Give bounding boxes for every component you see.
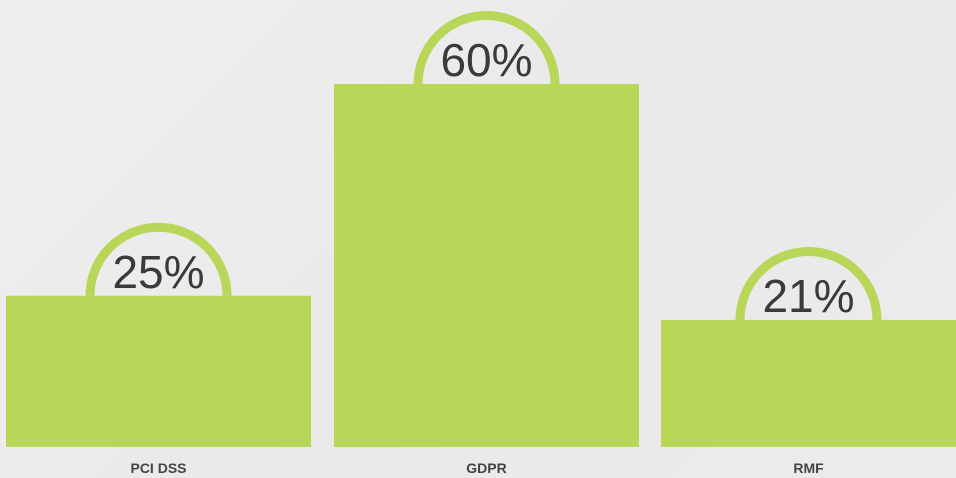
- bar-arc-rmf: [735, 246, 882, 320]
- bar-arc-gdpr: [413, 11, 560, 85]
- bar-arc-pci-dss: [85, 222, 232, 296]
- bar-pci-dss: [6, 295, 311, 447]
- data-label-gdpr: 60%: [440, 34, 532, 86]
- category-labels-layer: PCI DSS GDPR RMF: [130, 460, 824, 476]
- category-label-pci-dss: PCI DSS: [130, 460, 186, 476]
- data-label-pci-dss: 25%: [112, 246, 204, 298]
- category-label-gdpr: GDPR: [466, 460, 506, 476]
- bar-gdpr: [334, 84, 639, 447]
- arcs-layer: [85, 11, 882, 320]
- bar-rmf: [661, 319, 956, 447]
- bars-layer: [6, 84, 956, 447]
- category-label-rmf: RMF: [793, 460, 824, 476]
- data-label-rmf: 21%: [762, 270, 854, 322]
- labels-layer: 25% 60% 21%: [112, 34, 854, 322]
